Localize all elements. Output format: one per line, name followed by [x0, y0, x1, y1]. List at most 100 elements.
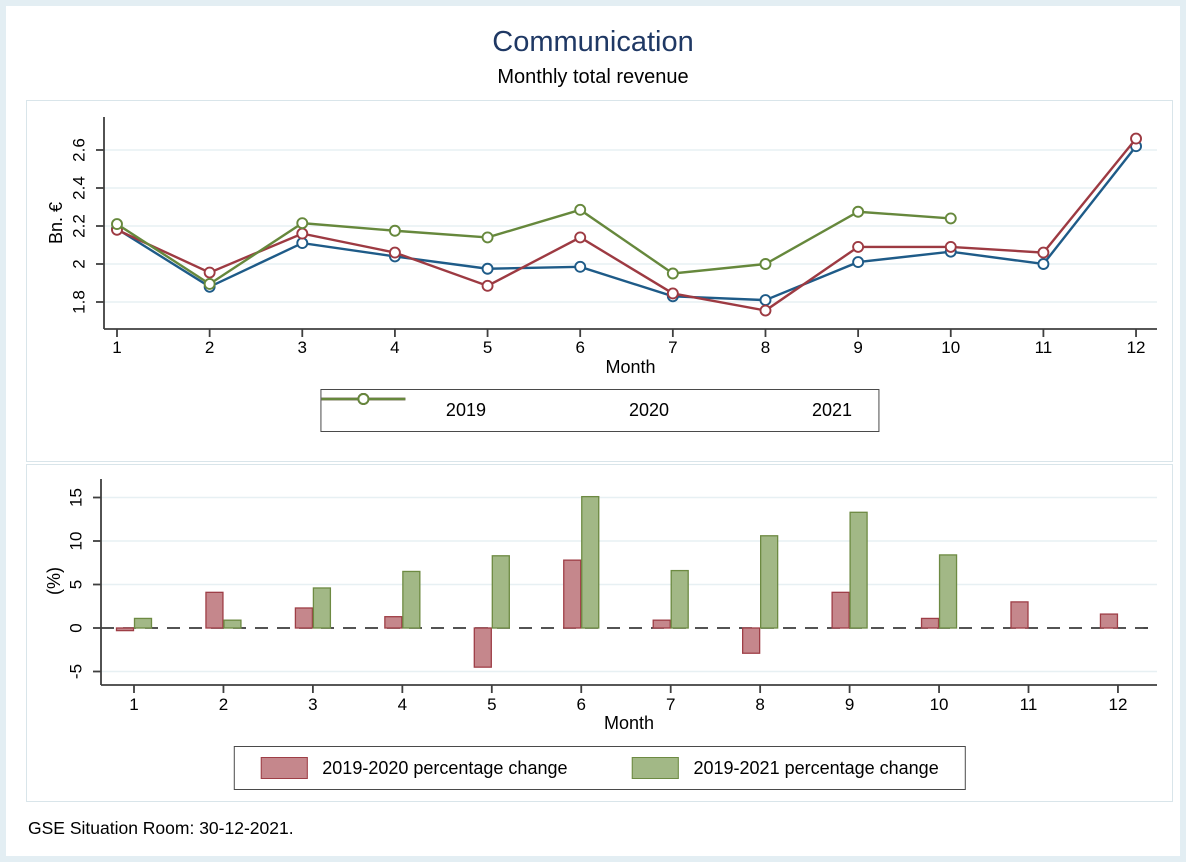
percentage-change-bar-chart-panel: -5 0 5 10 15 (%) 1 2 3 4 5 6 7 8 9 10 11 12 Month 2019-202… — [26, 464, 1173, 802]
series-2019-marker — [852, 256, 865, 269]
series-2021-marker — [759, 258, 772, 270]
bar-2019-2020-percentage-change-month-2 — [205, 591, 224, 629]
x-tick-label: 10 — [930, 695, 949, 714]
x-tick-label: 11 — [1020, 695, 1038, 714]
x-tick-label: 9 — [845, 695, 854, 714]
legend-line-sample-2020 — [320, 393, 614, 420]
y-tick-label: 10 — [67, 532, 86, 551]
y-tick-label: 15 — [67, 488, 86, 507]
bar-2019-2020-percentage-change-month-3 — [294, 607, 314, 629]
x-tick-label: 3 — [298, 338, 307, 357]
bar-chart-legend: 2019-2020 percentage change 2019-2021 pe… — [233, 746, 966, 790]
bar-2019-2021-percentage-change-month-1 — [133, 617, 153, 629]
x-tick-label: 10 — [941, 338, 960, 357]
series-2021-marker — [388, 224, 401, 237]
y-tick-label: 2.4 — [70, 176, 89, 200]
legend-item-2021: 2021 — [320, 393, 853, 421]
series-2020-marker — [203, 266, 216, 279]
y-tick-label: -5 — [67, 664, 86, 679]
series-2021-marker — [944, 212, 957, 225]
x-tick-label: 11 — [1035, 338, 1053, 357]
x-tick-label: 7 — [668, 338, 677, 357]
y-tick-label: 2.6 — [70, 138, 89, 162]
legend-label-2021: 2021 — [812, 400, 853, 420]
series-2019-marker — [759, 294, 772, 307]
page-subtitle: Monthly total revenue — [497, 66, 689, 88]
bar-2019-2021-percentage-change-month-5 — [491, 555, 510, 629]
series-2019-marker — [574, 260, 587, 273]
bar-2019-2021-percentage-change-month-10 — [938, 554, 958, 629]
bar-2019-2020-percentage-change-month-12 — [1099, 613, 1119, 629]
bar-2019-2021-percentage-change-month-3 — [312, 587, 332, 629]
x-tick-label: 4 — [390, 338, 399, 357]
legend-label-2019-2021-change: 2019-2021 percentage change — [693, 757, 939, 778]
x-tick-label: 2 — [219, 695, 228, 714]
series-2021-marker — [481, 231, 494, 244]
series-2021-marker — [296, 217, 309, 230]
series-2020-marker — [574, 231, 587, 244]
bar-2019-2021-percentage-change-month-8 — [760, 535, 779, 629]
series-2019-marker — [481, 262, 494, 275]
x-axis-title: Month — [604, 713, 654, 733]
page-title: Communication — [492, 26, 694, 58]
x-tick-label: 12 — [1127, 338, 1146, 357]
bar-2019-2020-percentage-change-month-9 — [831, 591, 850, 629]
bar-2019-2020-percentage-change-month-10 — [920, 617, 940, 629]
x-tick-label: 1 — [112, 338, 121, 357]
series-2020-marker — [759, 304, 772, 317]
series-2020-marker — [1130, 132, 1142, 145]
legend-item-2020: 2020 — [320, 393, 670, 421]
x-tick-label: 3 — [308, 695, 317, 714]
x-tick-label: 6 — [577, 695, 586, 714]
line-chart-legend: 2019 2020 2021 — [319, 389, 880, 432]
x-tick-label: 8 — [755, 695, 764, 714]
bar-2019-2020-percentage-change-month-6 — [563, 559, 582, 629]
revenue-line-chart-panel: 1.8 2 2.2 2.4 2.6 Bn. €1 2 3 4 5 6 7 8 9 10 11 12 Month 2… — [26, 100, 1173, 462]
legend-swatch-2019-2021-change — [631, 757, 679, 779]
y-tick-label: 2 — [70, 259, 89, 268]
series-2021-line — [116, 208, 951, 286]
series-2020-marker — [388, 246, 401, 259]
y-tick-label: 1.8 — [70, 290, 89, 314]
x-tick-label: 9 — [853, 338, 862, 357]
bar-2019-2020-percentage-change-month-8 — [742, 627, 761, 654]
series-2020-marker — [481, 279, 494, 292]
series-2021-marker — [111, 218, 123, 231]
bar-2019-2021-percentage-change-month-4 — [402, 570, 421, 629]
series-2019-marker — [296, 237, 309, 250]
x-tick-label: 5 — [483, 338, 492, 357]
bar-2019-2020-percentage-change-month-11 — [1010, 601, 1029, 629]
series-2019-line — [116, 145, 1137, 302]
y-axis-title: (%) — [44, 567, 64, 595]
x-tick-label: 6 — [575, 338, 584, 357]
bar-2019-2021-percentage-change-month-6 — [581, 495, 600, 629]
x-tick-label: 8 — [761, 338, 770, 357]
bar-2019-2020-percentage-change-month-4 — [384, 616, 403, 629]
y-tick-label: 2.2 — [70, 214, 89, 238]
bar-2019-2021-percentage-change-month-2 — [223, 619, 242, 629]
series-2020-line — [116, 137, 1137, 312]
series-2021-marker — [666, 267, 679, 280]
footer-note: GSE Situation Room: 30-12-2021. — [28, 818, 294, 838]
legend-swatch-2019-2020-change — [260, 757, 308, 779]
legend-label-2019: 2019 — [445, 400, 486, 420]
series-2020-marker — [1037, 246, 1050, 259]
y-axis-title: Bn. € — [46, 202, 66, 244]
legend-label-2019-2020-change: 2019-2020 percentage change — [322, 757, 568, 778]
legend-item-2019-2021-change: 2019-2021 percentage change — [631, 757, 939, 779]
bar-2019-2020-percentage-change-month-1 — [115, 627, 135, 632]
series-2020-marker — [666, 287, 679, 300]
legend-label-2020: 2020 — [628, 400, 670, 420]
series-2021-marker — [203, 277, 216, 290]
legend-line-sample-2021 — [320, 393, 797, 420]
y-tick-label: 5 — [67, 580, 86, 589]
x-tick-label: 7 — [666, 695, 675, 714]
series-2020-marker — [852, 240, 865, 253]
legend-item-2019-2020-change: 2019-2020 percentage change — [260, 757, 568, 779]
x-axis-title: Month — [605, 357, 655, 377]
bar-2019-2020-percentage-change-month-7 — [652, 619, 671, 629]
series-2020-marker — [296, 227, 309, 240]
x-tick-label: 12 — [1108, 695, 1127, 714]
